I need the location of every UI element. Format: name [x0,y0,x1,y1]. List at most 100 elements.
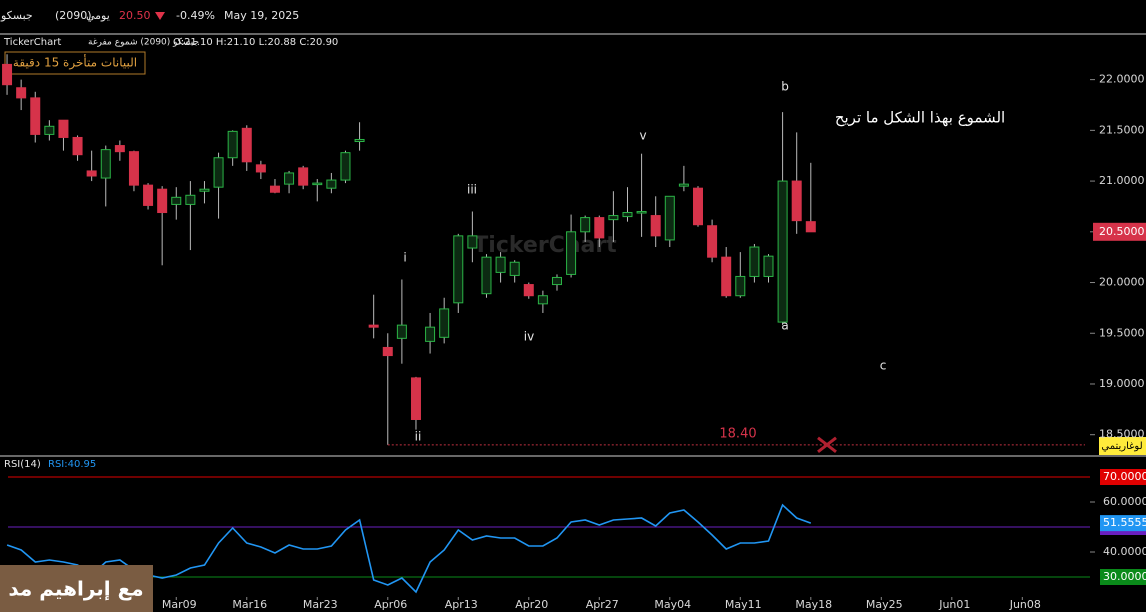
candle-body [749,246,760,277]
delay-box [4,51,146,75]
candle-body [157,188,168,214]
y-tick-label: 22.0000 [1099,73,1145,86]
candle-body [721,256,732,297]
author-box [0,565,153,612]
candle-body [439,308,450,338]
candle-body [114,145,125,153]
candle-body [425,326,436,342]
candle-body [227,130,238,159]
scale-mode-box [1099,437,1146,455]
wave-label: c [880,359,887,373]
stock-code: (2090) [55,9,92,22]
rsi-title: RSI(14) [4,459,41,470]
period: يومي [86,9,110,22]
y-tick-label: 19.5000 [1099,326,1145,339]
change: -0.49% [176,9,215,22]
candle-body [650,215,661,237]
x-tick-label: Mar23 [303,598,338,611]
x-tick-label: Apr20 [515,598,548,611]
candle-body [777,180,788,323]
candle-body [805,221,816,233]
x-tick-label: May04 [654,598,691,611]
x-tick-label: Apr06 [374,598,407,611]
wave-label: b [781,80,789,94]
candle-body [396,324,407,339]
price: 20.50 [119,9,151,22]
y-tick-label: 70.0000 [1103,470,1146,483]
x-tick-label: Apr13 [445,598,478,611]
wave-label: a [781,319,788,333]
down-arrow [155,12,165,20]
candle-body [608,215,619,221]
candle-body [199,188,210,192]
candle-body [30,97,41,135]
candle-body [255,164,266,173]
candle-body [509,261,520,276]
x-tick-label: Apr27 [586,598,619,611]
y-tick-label: 60.0000 [1103,495,1146,508]
candle-body [298,167,309,186]
wave-label: ii [415,430,422,444]
candle-body [312,182,323,186]
date: May 19, 2025 [224,9,299,22]
candle-body [566,231,577,275]
x-tick-label: Mar16 [232,598,267,611]
y-tick-label: 21.0000 [1099,174,1145,187]
candle-body [269,185,280,193]
low-line-label: 18.40 [719,426,756,441]
candle-body [495,256,506,273]
candle-body [410,377,421,420]
candle-body [664,195,675,241]
annotation: الشموع بهذا الشكل ما تريح [835,109,1005,127]
candle-body [763,255,774,277]
candle-body [354,138,365,143]
wave-label: v [639,129,646,143]
level-box [1100,469,1146,485]
candle-body [467,235,478,249]
last-price-label: 20.5000 [1099,225,1145,238]
candle-body [481,256,492,295]
candle-body [171,196,182,205]
candle-body [551,276,562,286]
candle-body [143,184,154,206]
candle-body [537,295,548,305]
candle-body [185,194,196,205]
candle-body [707,225,718,258]
x-tick-label: Jun01 [938,598,970,611]
candle-body [86,170,97,177]
rsi-value: RSI:40.95 [48,459,96,470]
candle-body [241,127,252,163]
candle-body [100,149,111,179]
y-tick-label: 19.0000 [1099,377,1145,390]
candle-body [128,151,139,186]
watermark: TickerChart [473,233,617,258]
candle-body [523,284,534,297]
y-tick-label: 30.0000 [1103,570,1146,583]
candle-body [2,63,13,86]
candle-body [735,275,746,297]
last-value-box [1100,515,1146,532]
candle-body [368,324,379,328]
y-tick-label: 40.0000 [1103,545,1146,558]
candle-body [791,180,802,222]
level-box [1100,569,1146,585]
candle-body [326,179,337,189]
y-tick-label: 18.5000 [1099,428,1145,441]
candle-body [58,119,69,138]
delay-note: البيانات متأخرة 15 دقيقة [13,54,137,71]
target-mark [817,436,837,454]
author: مع إبراهيم مد [8,577,143,601]
x-tick-label: May18 [795,598,832,611]
candle-body [72,136,83,156]
candle-body [44,125,55,135]
x-axis-band [0,597,1146,612]
candle-body [622,212,633,218]
candle-body [453,235,464,304]
last-value-label: 51.5555 [1103,516,1146,529]
candle-body [692,187,703,226]
candle-body [594,217,605,239]
candle-body [284,172,295,185]
chart-name: جبسكو (2090) شموع مفرغة [88,38,199,48]
